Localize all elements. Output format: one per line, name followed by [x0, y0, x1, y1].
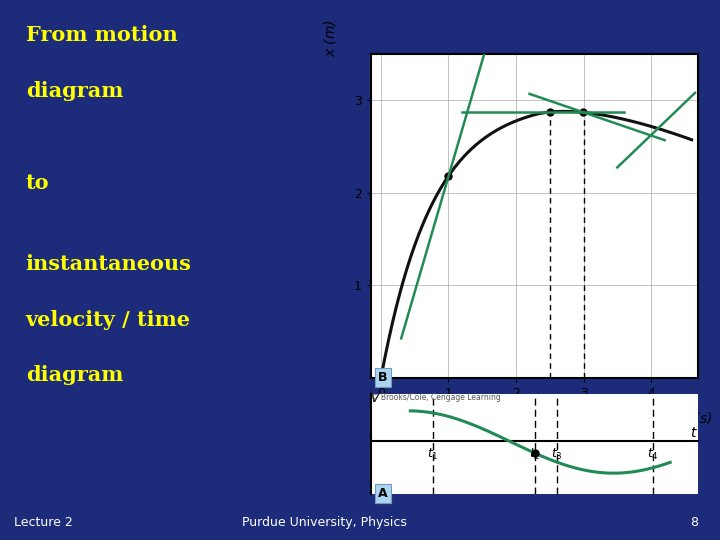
Text: $t_2$: $t_2$: [529, 447, 540, 462]
Y-axis label: $x$ (m): $x$ (m): [322, 19, 338, 57]
Text: B: B: [378, 370, 387, 384]
Text: $v$: $v$: [370, 390, 380, 404]
Text: to: to: [26, 173, 50, 193]
Text: © Brooks/Cole, Cengage Learning: © Brooks/Cole, Cengage Learning: [371, 393, 500, 402]
Text: From motion: From motion: [26, 25, 177, 45]
Text: Lecture 2: Lecture 2: [14, 516, 73, 529]
Text: $t$: $t$: [690, 426, 698, 440]
Text: diagram: diagram: [26, 81, 123, 101]
Text: instantaneous: instantaneous: [26, 254, 192, 274]
Text: Purdue University, Physics: Purdue University, Physics: [242, 516, 406, 529]
Text: $t_1$: $t_1$: [427, 447, 438, 462]
Text: A: A: [378, 487, 387, 500]
Text: $t_4$: $t_4$: [647, 447, 659, 462]
X-axis label: $t$ (s): $t$ (s): [684, 410, 713, 427]
Text: velocity / time: velocity / time: [26, 309, 191, 329]
Text: $t_3$: $t_3$: [552, 447, 563, 462]
Text: 8: 8: [690, 516, 698, 529]
Text: diagram: diagram: [26, 366, 123, 386]
